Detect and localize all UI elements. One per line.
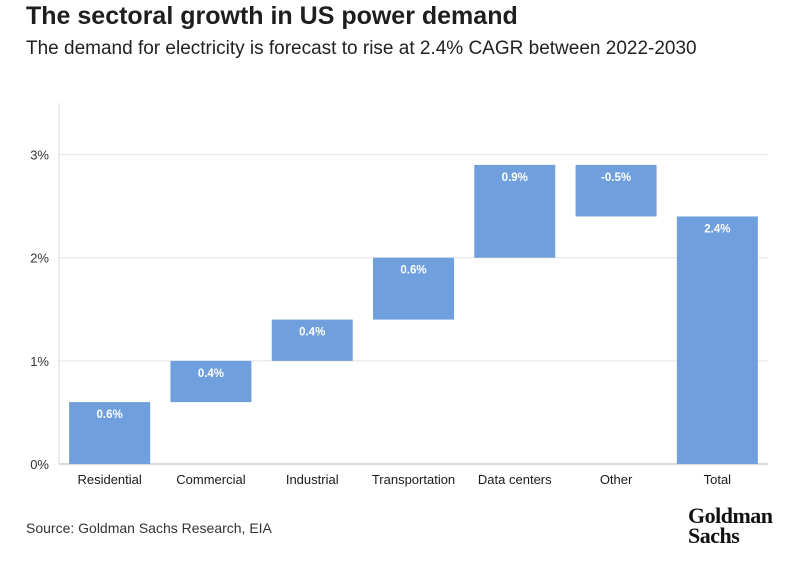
- x-tick-label: Commercial: [176, 472, 245, 487]
- x-tick-label: Industrial: [286, 472, 339, 487]
- x-tick-label: Transportation: [372, 472, 455, 487]
- source-note: Source: Goldman Sachs Research, EIA: [26, 520, 272, 536]
- y-tick-label: 1%: [30, 354, 49, 369]
- x-tick-label: Total: [704, 472, 732, 487]
- axis-layer: 0% 1% 2% 3%: [30, 103, 60, 472]
- y-tick-label: 2%: [30, 251, 49, 266]
- goldman-sachs-logo: Goldman Sachs: [688, 503, 784, 548]
- data-label: 0.4%: [299, 327, 325, 339]
- data-label: 2.4%: [704, 223, 730, 235]
- waterfall-chart: 0%1%2%3% 0.6%Residential0.4%Commercial0.…: [30, 103, 768, 487]
- bar: [575, 164, 657, 217]
- bar: [170, 360, 252, 403]
- data-label: 0.6%: [400, 265, 426, 277]
- x-tick-label: Other: [600, 472, 633, 487]
- bar: [676, 216, 758, 464]
- data-label: 0.6%: [97, 409, 123, 421]
- x-tick-label: Data centers: [478, 472, 552, 487]
- data-label: -0.5%: [601, 172, 631, 184]
- logo-line-1: Goldman: [688, 503, 773, 528]
- bar: [271, 319, 353, 361]
- bar-layer: [69, 164, 758, 464]
- data-label: 0.9%: [502, 172, 528, 184]
- label-layer: 0.6% Residential 0.4% Commercial 0.4% Industr…: [77, 172, 731, 487]
- bar: [474, 164, 556, 258]
- chart-subtitle: The demand for electricity is forecast t…: [26, 38, 697, 59]
- chart-title: The sectoral growth in US power demand: [26, 2, 518, 30]
- y-tick-label: 3%: [30, 148, 49, 163]
- logo-line-2: Sachs: [688, 523, 740, 548]
- data-label: 0.4%: [198, 368, 224, 380]
- x-tick-label: Residential: [77, 472, 141, 487]
- bar: [69, 402, 151, 464]
- bar: [373, 257, 454, 320]
- y-tick-label: 0%: [30, 457, 49, 472]
